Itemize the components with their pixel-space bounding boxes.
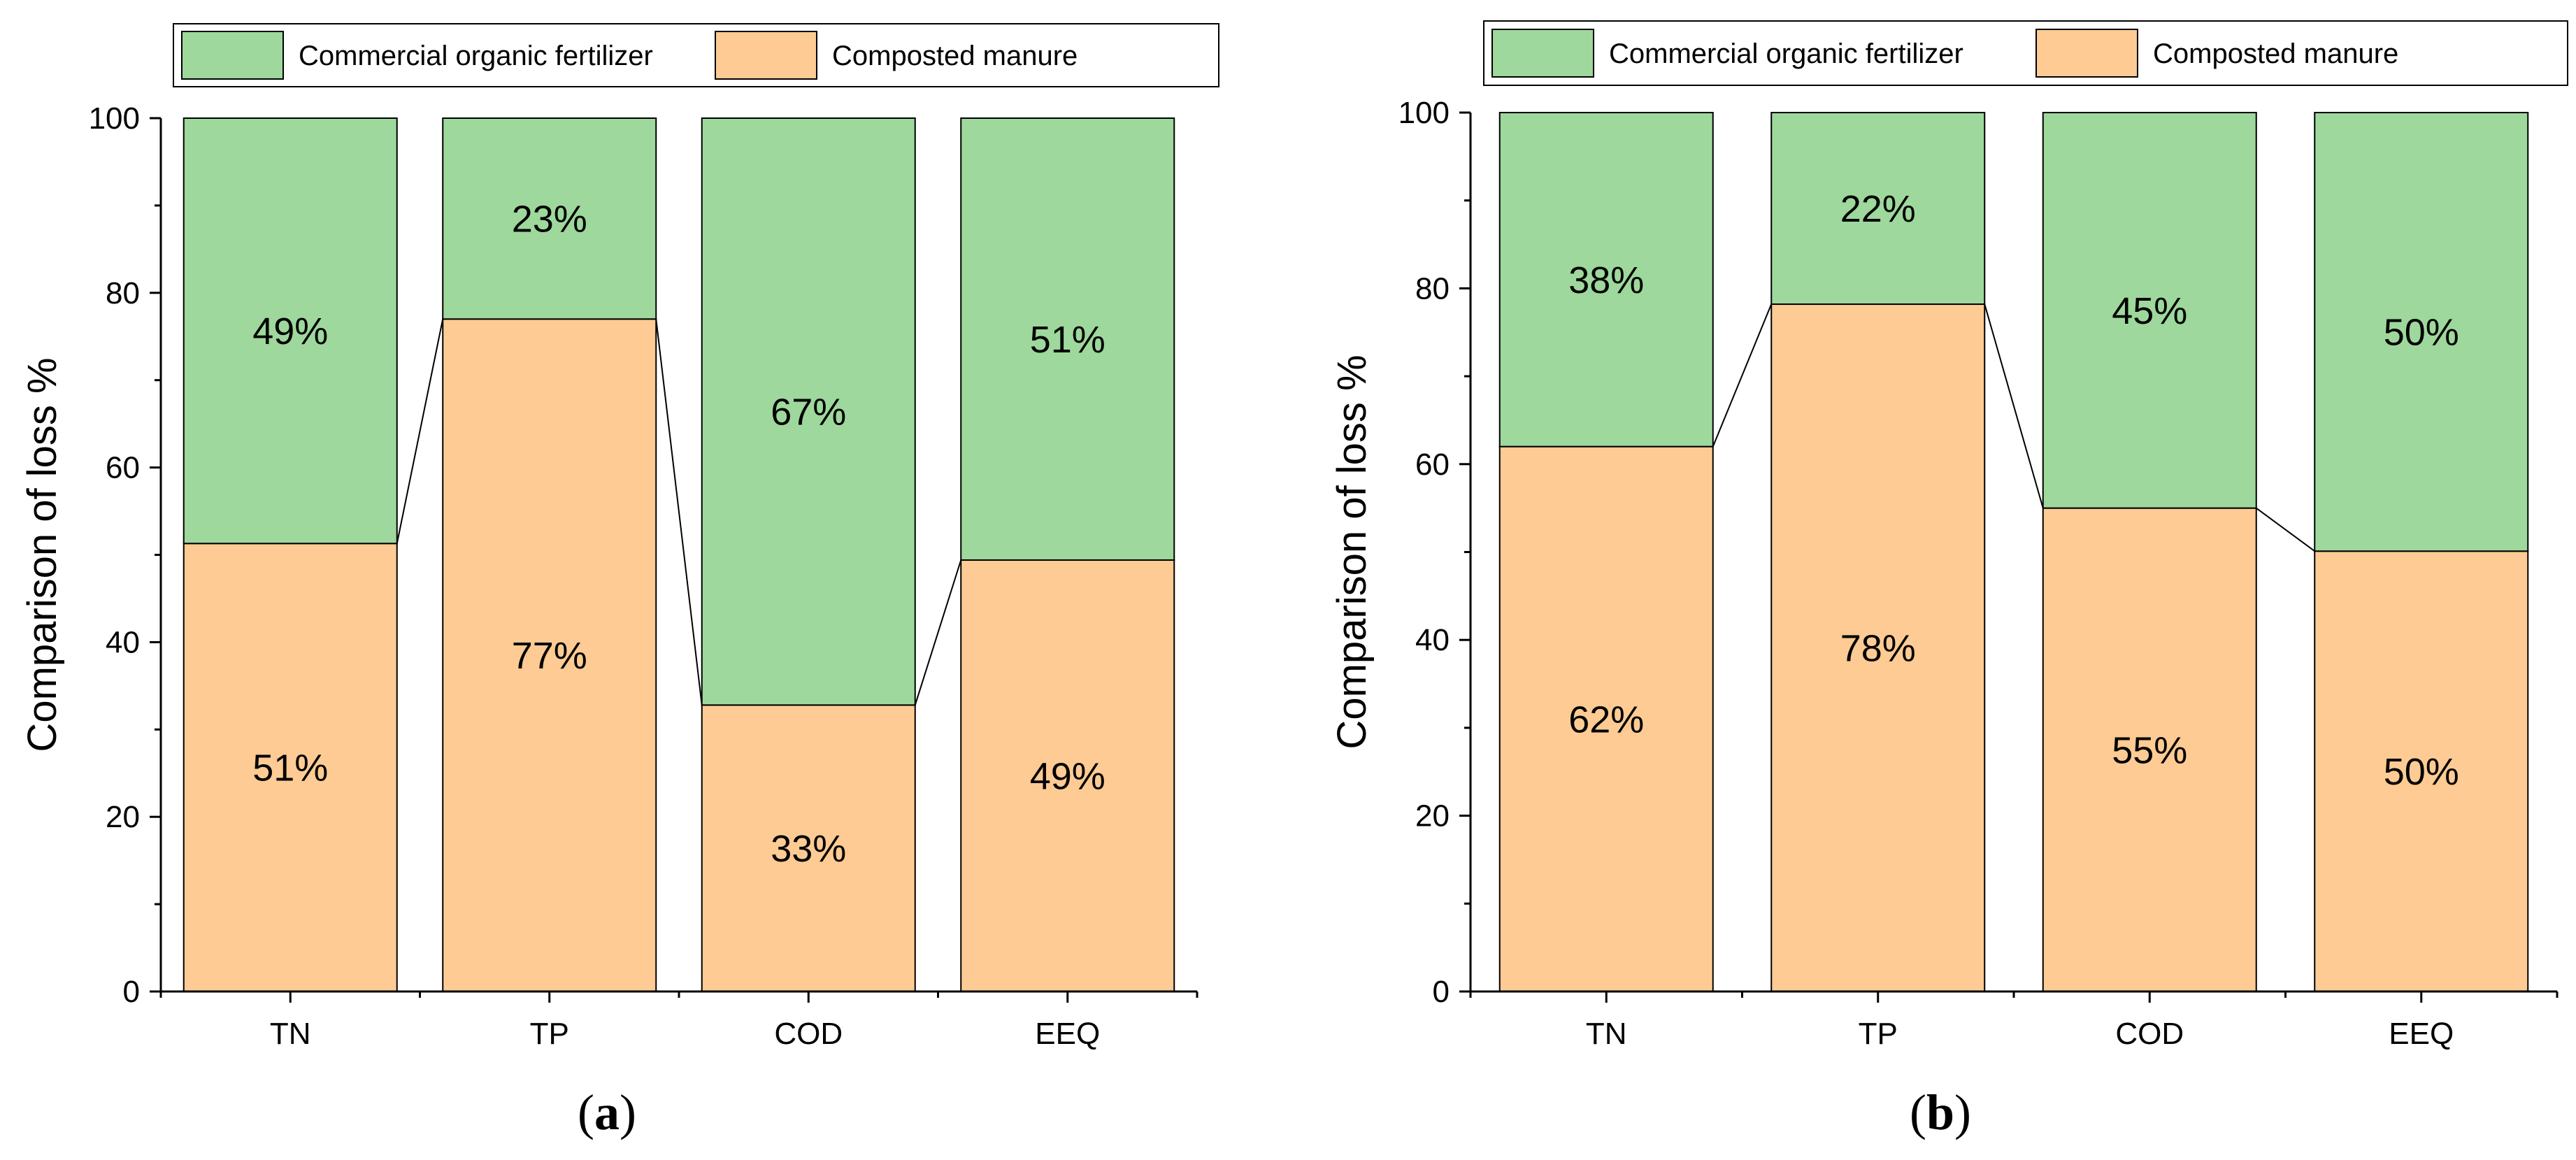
y-axis-title: Comparison of loss % (1329, 355, 1375, 749)
x-tick-label-tn: TN (1586, 1017, 1627, 1051)
bar-composted-eeq (2314, 550, 2529, 992)
data-label-commercial-tp: 22% (1840, 188, 1916, 230)
data-label-commercial-cod: 67% (771, 392, 846, 434)
bar-commercial-tp (1770, 112, 1986, 306)
bar-composted-tn (1498, 445, 1714, 992)
legend-label-commercial: Commercial organic fertilizer (299, 41, 653, 71)
caption-letter: a (594, 1084, 620, 1140)
y-tick-label-60: 60 (1415, 447, 1450, 482)
connector-line-tp-cod (655, 319, 703, 706)
bar-commercial-eeq (960, 117, 1175, 561)
data-label-composted-cod: 33% (771, 828, 846, 870)
panel-caption-a: (a) (578, 1084, 636, 1140)
y-axis-title: Comparison of loss % (20, 357, 65, 752)
data-label-composted-eeq: 50% (2384, 751, 2459, 793)
bar-composted-cod (701, 704, 916, 992)
y-tick-label-100: 100 (1398, 96, 1450, 130)
legend-label-composted: Composted manure (2153, 38, 2398, 69)
bar-commercial-eeq (2314, 112, 2529, 552)
bar-commercial-tn (1498, 112, 1714, 447)
y-tick-label-20: 20 (106, 800, 140, 834)
bar-commercial-tn (183, 117, 398, 545)
caption-letter: b (1926, 1084, 1954, 1140)
legend-label-commercial: Commercial organic fertilizer (1609, 38, 1963, 69)
data-label-commercial-eeq: 50% (2384, 312, 2459, 354)
bar-composted-tp (1770, 303, 1986, 992)
data-label-composted-tn: 51% (252, 747, 328, 789)
bar-composted-tp (442, 318, 657, 992)
connector-line-cod-eeq (914, 559, 962, 706)
y-tick-label-80: 80 (106, 276, 140, 310)
caption-close-paren: ) (620, 1084, 636, 1140)
y-tick-label-60: 60 (106, 451, 140, 485)
x-tick-label-eeq: EEQ (2389, 1017, 2454, 1051)
y-tick-label-0: 0 (123, 975, 140, 1009)
y-tick-label-40: 40 (106, 625, 140, 659)
data-label-commercial-tn: 38% (1568, 259, 1644, 301)
y-tick-label-20: 20 (1415, 799, 1450, 833)
caption-close-paren: ) (1954, 1084, 1971, 1140)
y-tick-label-40: 40 (1415, 623, 1450, 657)
panel-caption-b: (b) (1910, 1084, 1971, 1140)
bar-commercial-tp (442, 117, 657, 320)
x-tick-label-cod: COD (774, 1017, 843, 1051)
legend-swatch-composted (2035, 29, 2138, 78)
x-tick-label-tp: TP (530, 1017, 569, 1051)
legend: Commercial organic fertilizer Composted m… (1483, 20, 2568, 86)
bar-composted-cod (2042, 507, 2257, 992)
legend-swatch-commercial (181, 31, 284, 80)
data-label-commercial-cod: 45% (2112, 290, 2187, 332)
data-label-composted-eeq: 49% (1030, 755, 1105, 797)
legend-label-composted: Composted manure (832, 41, 1078, 71)
bar-composted-tn (183, 543, 398, 992)
x-tick-label-cod: COD (2115, 1017, 2184, 1051)
bar-composted-eeq (960, 559, 1175, 992)
connector-line-cod-eeq (2256, 507, 2315, 552)
y-tick-label-100: 100 (89, 101, 140, 136)
legend-box (1483, 20, 2568, 86)
data-label-commercial-eeq: 51% (1030, 319, 1105, 361)
caption-open-paren: ( (578, 1084, 594, 1140)
bar-commercial-cod (2042, 112, 2257, 509)
connector-line-tn-tp (1712, 303, 1773, 447)
y-tick-label-80: 80 (1415, 271, 1450, 306)
connector-line-tn-tp (396, 319, 444, 544)
data-label-commercial-tn: 49% (252, 310, 328, 352)
data-label-composted-tn: 62% (1568, 699, 1644, 740)
chart-panel-a: Commercial organic fertilizer Composted m… (20, 23, 1219, 1140)
chart-panel-b: Commercial organic fertilizer Composted m… (1329, 20, 2568, 1140)
connector-line-tp-cod (1984, 303, 2044, 508)
bar-commercial-cod (701, 117, 916, 706)
y-tick-label-0: 0 (1433, 975, 1450, 1009)
data-label-composted-cod: 55% (2112, 729, 2187, 771)
data-label-composted-tp: 78% (1840, 628, 1916, 670)
legend-box (173, 23, 1219, 87)
legend-swatch-composted (715, 31, 817, 80)
x-tick-label-eeq: EEQ (1035, 1017, 1100, 1051)
data-label-composted-tp: 77% (512, 635, 587, 677)
caption-open-paren: ( (1910, 1084, 1926, 1140)
x-tick-label-tn: TN (270, 1017, 311, 1051)
legend-swatch-commercial (1491, 29, 1594, 78)
legend: Commercial organic fertilizer Composted m… (173, 23, 1219, 87)
data-label-commercial-tp: 23% (512, 199, 587, 241)
x-tick-label-tp: TP (1859, 1017, 1898, 1051)
